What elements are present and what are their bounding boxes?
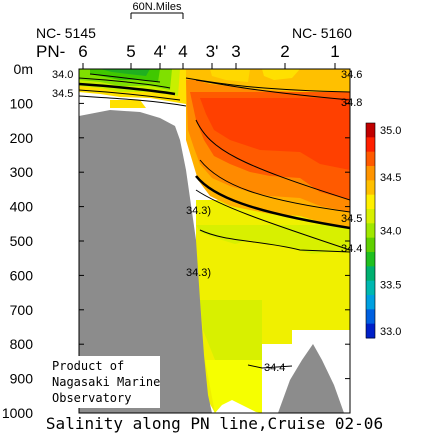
credit-box: Product of Nagasaki Marine Observatory: [48, 356, 160, 408]
y-tick-label: 900: [10, 371, 34, 387]
scale-bar: 60N.Miles: [130, 1, 184, 19]
station-labels: 6 5 4' 4 3' 3 2 1: [78, 42, 339, 61]
colorbar-swatch: [366, 166, 375, 181]
colorbar-swatch: [366, 180, 375, 196]
y-tick-label: 800: [10, 336, 34, 352]
contour-label: 34.5: [52, 88, 73, 100]
station-label: 5: [126, 42, 135, 61]
colorbar-swatch: [366, 266, 375, 282]
colorbar-swatch: [366, 295, 375, 310]
seafloor-west: [79, 110, 212, 413]
contour-label: 34.0: [52, 69, 73, 81]
station-label: 1: [330, 42, 339, 61]
seafloor-gap: [212, 400, 262, 413]
station-ticks: [82, 63, 336, 69]
colorbar-swatch: [366, 209, 375, 224]
y-tick-label: 1000: [2, 405, 33, 421]
cruise-label-left: NC- 5145: [36, 25, 96, 41]
contour-label: 34.5: [341, 213, 362, 225]
salinity-fill: [79, 69, 350, 413]
colorbar-swatch: [366, 252, 375, 267]
station-label: 2: [280, 42, 289, 61]
colorbar-tick-label: 33.5: [380, 279, 401, 291]
contour-labels: 34.0 34.5 34.6 34.8 34.3) 34.3) 34.5 34.…: [52, 69, 362, 374]
chart-title: Salinity along PN line,Cruise 02-06: [45, 414, 384, 433]
y-axis-ticks: 0m 100 200 300 400 500 600 700 800 900 1000: [2, 61, 350, 421]
colorbar-swatch: [366, 323, 375, 339]
contour-label: 34.3): [186, 205, 211, 217]
plot-area: [79, 69, 350, 413]
station-label: 4': [154, 42, 167, 61]
station-label: 6: [78, 42, 87, 61]
colorbar-swatch: [366, 223, 375, 239]
y-tick-label: 600: [10, 267, 34, 283]
colorbar-swatch: [366, 151, 375, 167]
colorbar-swatch: [366, 237, 375, 253]
y-tick-label: 0m: [14, 61, 33, 77]
y-tick-label: 500: [10, 233, 34, 249]
colorbar-swatch: [366, 137, 375, 153]
colorbar-tick-label: 35.0: [380, 125, 401, 137]
contour-label: 34.8: [341, 97, 362, 109]
colorbar-tick-label: 34.0: [380, 226, 401, 238]
colorbar-swatch: [366, 280, 375, 296]
station-label: 3: [231, 42, 240, 61]
contour-label: 34.4: [264, 362, 285, 374]
colorbar-swatch: [366, 309, 375, 325]
y-tick-label: 100: [10, 95, 34, 111]
y-tick-label: 700: [10, 302, 34, 318]
station-label: 3': [206, 42, 219, 61]
contour-lines: [79, 73, 350, 369]
contour-label: 34.6: [341, 69, 362, 81]
colorbar-swatch: [366, 194, 375, 210]
colorbar-tick-label: 33.0: [380, 326, 401, 338]
credit-line: Observatory: [52, 391, 132, 405]
y-tick-label: 200: [10, 130, 34, 146]
colorbar-swatch: [366, 123, 375, 138]
cruise-label-right: NC- 5160: [292, 25, 352, 41]
contour-label: 34.3): [186, 267, 211, 279]
station-prefix: PN-: [36, 42, 65, 61]
credit-line: Product of: [52, 359, 125, 373]
contour-label: 34.4: [341, 243, 362, 255]
y-tick-label: 300: [10, 164, 34, 180]
scale-bar-label: 60N.Miles: [133, 1, 182, 13]
colorbar: 35.0 34.5 34.0 33.5 33.0: [365, 122, 401, 339]
credit-line: Nagasaki Marine: [52, 375, 161, 389]
colorbar-tick-label: 34.5: [380, 172, 401, 184]
y-tick-label: 400: [10, 199, 34, 215]
colorbar-frame: [365, 122, 376, 339]
station-label: 4: [178, 42, 187, 61]
seafloor-ridge: [278, 344, 344, 413]
